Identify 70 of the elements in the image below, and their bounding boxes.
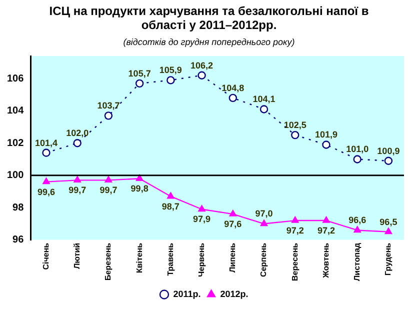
x-tick-label: Липень: [228, 242, 238, 272]
data-label: 106,2: [190, 60, 214, 70]
y-tick-label: 98: [12, 202, 24, 214]
point: [42, 148, 50, 157]
x-tick-label: Серпень: [259, 242, 268, 278]
chart-title: ІСЦ на продукти харчування та безалкогольні напої в області у 2011–2012рр.: [48, 4, 370, 32]
data-label: 99,7: [100, 185, 118, 196]
point: [167, 192, 174, 199]
data-label: 105,7: [128, 68, 151, 78]
data-label: 97,2: [286, 226, 304, 236]
data-label: 102,0: [66, 128, 89, 138]
data-label: 99,7: [68, 185, 86, 196]
data-label: 97,2: [317, 226, 335, 236]
y-tick-label: 106: [6, 73, 24, 84]
point: [228, 94, 237, 102]
x-tick-label: Травень: [166, 242, 175, 276]
data-label: 101,0: [346, 144, 369, 154]
x-tick-label: Червень: [196, 242, 206, 277]
data-label: 99,6: [37, 186, 56, 197]
data-label: 96,6: [348, 215, 366, 226]
point: [260, 220, 268, 226]
point: [135, 79, 144, 88]
legend-label: 2011р.: [173, 288, 201, 299]
point: [229, 210, 237, 216]
point: [291, 130, 300, 140]
chart-subtitle: (відсотків до грудня попереднього року): [122, 37, 296, 47]
x-tick-label: Березень: [104, 242, 113, 281]
point: [136, 174, 144, 181]
data-label: 100,9: [377, 146, 400, 156]
point: [73, 139, 82, 148]
x-tick-label: Лютий: [72, 242, 82, 269]
point: [322, 140, 330, 149]
y-tick-label: 96: [12, 234, 24, 246]
point: [322, 216, 330, 223]
point: [198, 71, 206, 80]
legend-label: 2012р.: [220, 288, 248, 299]
point: [260, 105, 268, 114]
data-label: 98,7: [162, 201, 180, 212]
point: [104, 112, 113, 120]
data-label: 104,8: [222, 82, 244, 93]
point: [291, 216, 299, 223]
x-tick-label: Жовтень: [321, 242, 330, 279]
point: [74, 176, 81, 183]
x-tick-label: Вересень: [290, 242, 300, 282]
y-tick-label: 100: [6, 170, 24, 182]
y-tick-label: 102: [6, 138, 24, 149]
point: [354, 226, 361, 233]
data-label: 97,6: [224, 219, 242, 230]
data-label: 99,8: [130, 184, 148, 194]
data-label: 96,5: [380, 216, 398, 227]
point: [353, 155, 362, 164]
data-label: 102,5: [284, 120, 306, 130]
data-label: 101,4: [34, 138, 58, 148]
point: [384, 228, 392, 234]
y-tick-label: 104: [6, 106, 24, 117]
point: [42, 178, 50, 184]
point: [198, 205, 206, 212]
data-label: 97,0: [255, 208, 273, 219]
x-tick-label: Грудень: [384, 242, 393, 276]
data-label: 105,9: [159, 65, 182, 76]
data-label: 97,9: [193, 214, 211, 224]
point: [166, 76, 175, 84]
point: [104, 176, 112, 183]
data-label: 103,7: [97, 100, 120, 111]
x-tick-label: Січень: [41, 242, 50, 270]
data-label: 104,1: [252, 94, 276, 104]
point: [384, 156, 393, 165]
x-tick-label: Листопад: [352, 242, 362, 281]
x-tick-label: Квітень: [134, 242, 144, 274]
data-label: 101,9: [314, 130, 338, 140]
